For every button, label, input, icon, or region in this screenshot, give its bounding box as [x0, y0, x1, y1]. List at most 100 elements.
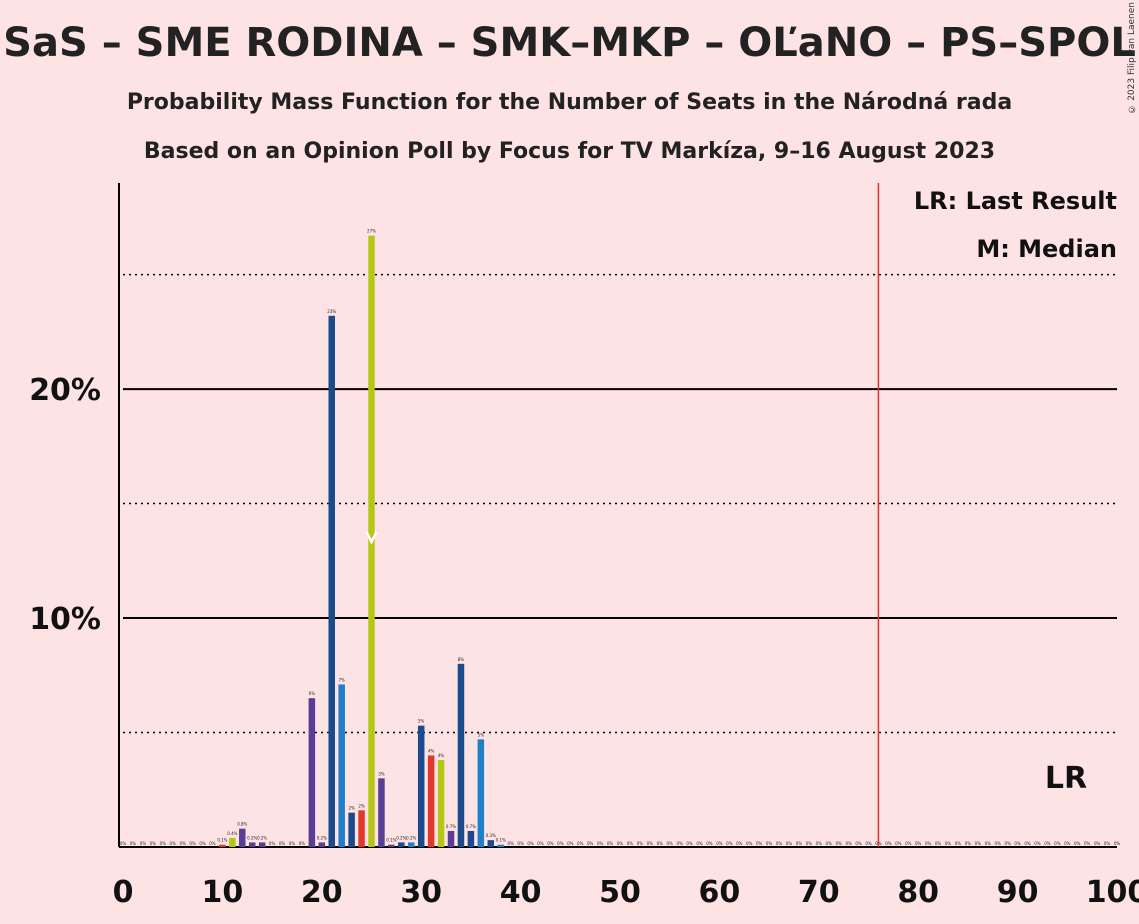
zero-value-label: 0% [965, 841, 972, 846]
y-tick-label: 10% [29, 602, 101, 637]
bar [308, 698, 316, 847]
bar [219, 844, 226, 847]
bar [427, 755, 435, 847]
x-tick-label: 100 [1086, 875, 1139, 910]
bar-value-label: 2% [358, 803, 365, 808]
zero-value-label: 0% [170, 841, 177, 846]
zero-value-label: 0% [686, 841, 693, 846]
bar-value-label: 5% [418, 719, 425, 724]
zero-value-label: 0% [826, 841, 833, 846]
zero-value-label: 0% [736, 841, 743, 846]
x-tick-label: 10 [202, 875, 244, 910]
x-tick-label: 20 [301, 875, 343, 910]
zero-value-label: 0% [1084, 841, 1091, 846]
zero-value-label: 0% [557, 841, 564, 846]
zero-value-label: 0% [657, 841, 664, 846]
zero-value-label: 0% [1064, 841, 1071, 846]
zero-value-label: 0% [945, 841, 952, 846]
zero-value-label: 0% [925, 841, 932, 846]
x-tick-label: 30 [400, 875, 442, 910]
zero-value-label: 0% [676, 841, 683, 846]
bar [408, 842, 415, 847]
bar [457, 663, 465, 847]
bar [437, 759, 445, 847]
zero-value-label: 0% [279, 841, 286, 846]
zero-value-label: 0% [726, 841, 733, 846]
bar [328, 315, 335, 847]
bar-value-label: 0.3% [486, 833, 496, 838]
zero-value-label: 0% [299, 841, 306, 846]
bar [239, 828, 246, 847]
zero-value-label: 0% [160, 841, 167, 846]
zero-value-label: 0% [527, 841, 534, 846]
bar-value-label: 0.1% [386, 838, 396, 843]
zero-value-label: 0% [696, 841, 703, 846]
zero-value-label: 0% [1024, 841, 1031, 846]
zero-value-label: 0% [507, 841, 514, 846]
zero-value-label: 0% [597, 841, 604, 846]
bar [358, 810, 365, 847]
zero-value-label: 0% [1044, 841, 1051, 846]
zero-value-label: 0% [667, 841, 674, 846]
x-tick-label: 40 [500, 875, 542, 910]
zero-value-label: 0% [716, 841, 723, 846]
zero-value-label: 0% [607, 841, 614, 846]
bar-value-label: 0.1% [217, 838, 227, 843]
zero-value-label: 0% [935, 841, 942, 846]
zero-value-label: 0% [1014, 841, 1021, 846]
bar-value-label: 23% [327, 309, 336, 314]
zero-value-label: 0% [845, 841, 852, 846]
x-tick-label: 90 [997, 875, 1039, 910]
bar-value-label: 0.2% [247, 835, 257, 840]
bar [398, 842, 405, 847]
zero-value-label: 0% [517, 841, 524, 846]
zero-value-label: 0% [537, 841, 544, 846]
zero-value-label: 0% [587, 841, 594, 846]
zero-value-label: 0% [786, 841, 793, 846]
bar-value-label: 4% [438, 753, 445, 758]
bar-value-label: 0.2% [257, 835, 267, 840]
zero-value-label: 0% [150, 841, 157, 846]
zero-value-label: 0% [806, 841, 813, 846]
zero-value-label: 0% [1114, 841, 1121, 846]
bar [338, 684, 345, 847]
zero-value-label: 0% [905, 841, 912, 846]
bar-value-label: 27% [367, 229, 376, 234]
bar [487, 840, 495, 847]
zero-value-label: 0% [1004, 841, 1011, 846]
zero-value-label: 0% [1104, 841, 1111, 846]
median-marker [365, 531, 378, 545]
zero-value-label: 0% [756, 841, 763, 846]
bar [258, 842, 266, 847]
bar [388, 844, 395, 847]
bar [229, 837, 236, 847]
zero-value-label: 0% [995, 841, 1002, 846]
zero-value-label: 0% [985, 841, 992, 846]
bar-value-label: 8% [458, 657, 465, 662]
x-tick-label: 80 [897, 875, 939, 910]
x-tick-label: 50 [599, 875, 641, 910]
zero-value-label: 0% [547, 841, 554, 846]
x-tick-label: 60 [699, 875, 741, 910]
bar-value-label: 5% [478, 732, 485, 737]
zero-value-label: 0% [816, 841, 823, 846]
zero-value-label: 0% [706, 841, 713, 846]
bar-value-label: 0.4% [227, 831, 237, 836]
bar-value-label: 7% [339, 677, 346, 682]
zero-value-label: 0% [1034, 841, 1041, 846]
zero-value-label: 0% [189, 841, 196, 846]
zero-value-label: 0% [955, 841, 962, 846]
zero-value-label: 0% [567, 841, 574, 846]
zero-value-label: 0% [895, 841, 902, 846]
zero-value-label: 0% [865, 841, 872, 846]
zero-value-label: 0% [855, 841, 862, 846]
bar [378, 778, 385, 847]
bar [417, 725, 425, 847]
zero-value-label: 0% [627, 841, 634, 846]
zero-value-label: 0% [269, 841, 276, 846]
zero-value-label: 0% [975, 841, 982, 846]
zero-value-label: 0% [617, 841, 624, 846]
bar-value-label: 0.2% [317, 835, 327, 840]
bar-value-label: 6% [309, 691, 316, 696]
